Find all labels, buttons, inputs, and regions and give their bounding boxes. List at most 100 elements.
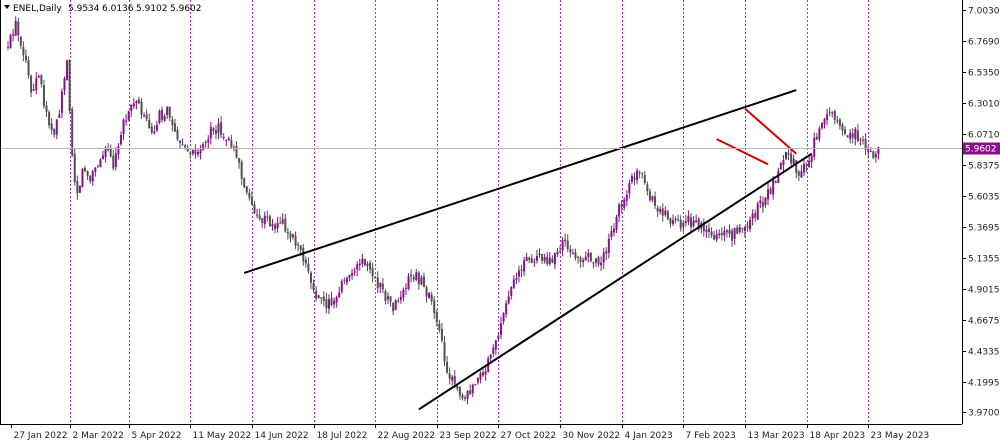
candle-body	[618, 204, 621, 217]
candle-body	[841, 124, 844, 131]
ohlc-high: 6.0136	[102, 4, 134, 14]
candle-body	[55, 119, 58, 135]
candle-body	[112, 155, 115, 169]
candle-body	[89, 175, 92, 182]
candle-body	[404, 287, 407, 289]
candle-body	[81, 168, 84, 188]
candle-body	[353, 271, 356, 273]
candle-body	[399, 296, 402, 300]
candle-body	[559, 250, 562, 252]
candle-body	[754, 213, 757, 218]
candle-body	[684, 221, 687, 224]
candle-body	[643, 175, 646, 183]
candle-body	[104, 148, 107, 158]
candle-body	[412, 277, 415, 280]
candle-body	[520, 269, 523, 271]
time-tick-label: 5 Apr 2022	[132, 431, 182, 441]
candle-body	[620, 204, 623, 208]
candle-body	[376, 277, 379, 289]
candle-body	[749, 219, 752, 230]
candle-body	[792, 158, 795, 164]
wedge-upper-line[interactable]	[744, 107, 797, 155]
candle-body	[713, 235, 716, 240]
candle-body	[664, 210, 667, 215]
candle-body	[571, 252, 574, 255]
candle-body	[867, 149, 870, 152]
time-tick-label: 23 May 2023	[871, 431, 930, 441]
candle-body	[217, 123, 220, 133]
candle-body	[9, 35, 12, 49]
wedge-lower-line[interactable]	[716, 138, 769, 166]
candle-body	[384, 291, 387, 301]
time-axis[interactable]: 27 Jan 2022 2 Mar 2022 5 Apr 2022 11 May 20…	[11, 424, 930, 441]
candle-body	[854, 128, 857, 140]
candle-body	[805, 165, 808, 167]
candle-body	[502, 312, 505, 322]
chart-header: ENEL,Daily 5.9534 6.0136 5.9102 5.9602	[4, 4, 202, 14]
candle-body	[761, 202, 764, 207]
candle-body	[392, 302, 395, 312]
candle-body	[438, 323, 441, 330]
collapse-triangle-icon[interactable]	[4, 5, 10, 9]
upper-trendline[interactable]	[243, 89, 797, 274]
candle-body	[489, 354, 492, 359]
candle-body	[710, 231, 713, 236]
candle-body	[102, 155, 105, 160]
candle-body	[605, 251, 608, 254]
candle-body	[348, 274, 351, 278]
price-axis[interactable]: 7.0030 6.7690 6.5350 6.3010 6.0710 5.8375 5.60…	[962, 7, 1000, 419]
candle-body	[166, 106, 169, 116]
candle-body	[230, 139, 233, 148]
candle-body	[27, 60, 30, 76]
current-price-tag-label: 5.9602	[965, 145, 997, 155]
candle-body	[155, 124, 158, 131]
candle-body	[594, 258, 597, 263]
candle-body	[836, 120, 839, 122]
candle-body	[19, 36, 22, 46]
candle-body	[37, 76, 40, 78]
candle-body	[302, 248, 305, 262]
candle-body	[772, 179, 775, 195]
candle-body	[281, 219, 284, 224]
candle-body	[702, 222, 705, 232]
candle-body	[818, 128, 821, 140]
candle-body	[422, 276, 425, 288]
candle-body	[589, 252, 592, 262]
candle-body	[73, 153, 76, 183]
candle-body	[356, 264, 359, 270]
candle-body	[856, 130, 859, 142]
candle-body	[607, 238, 610, 253]
candle-body	[148, 119, 151, 129]
candle-body	[68, 59, 71, 112]
candle-body	[274, 224, 277, 230]
candle-body	[250, 197, 253, 205]
candle-body	[238, 158, 241, 163]
candle-body	[877, 146, 880, 154]
candle-body	[153, 131, 156, 134]
candle-body	[507, 296, 510, 304]
candle-body	[695, 220, 698, 223]
candle-body	[476, 378, 479, 383]
candle-body	[60, 91, 63, 113]
candle-body	[243, 178, 246, 188]
candle-body	[543, 257, 546, 262]
candle-body	[556, 251, 559, 254]
candle-body	[846, 135, 849, 138]
candle-body	[176, 129, 179, 140]
candle-body	[214, 130, 217, 135]
lower-trendline[interactable]	[418, 152, 813, 411]
time-tick-label: 2 Mar 2022	[73, 431, 124, 441]
candle-body	[222, 136, 225, 139]
candle-body	[94, 167, 97, 172]
candle-body	[317, 295, 320, 298]
candle-body	[202, 144, 205, 151]
candle-body	[569, 249, 572, 253]
candle-body	[479, 373, 482, 380]
candle-body	[199, 149, 202, 154]
candle-body	[464, 397, 467, 399]
candle-body	[394, 300, 397, 310]
candle-body	[546, 256, 549, 264]
candle-body	[823, 119, 826, 124]
